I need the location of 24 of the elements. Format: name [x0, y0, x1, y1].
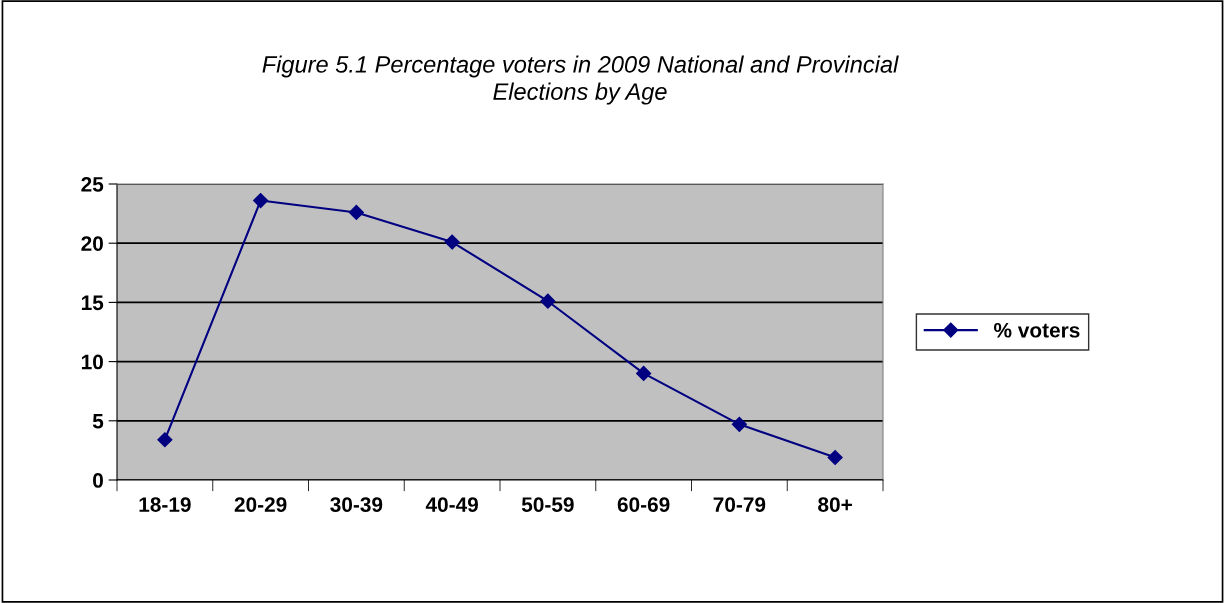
y-tick-label: 25	[81, 177, 104, 192]
x-tick-label: 40-49	[425, 497, 478, 512]
x-tick-label: 60-69	[617, 497, 670, 512]
x-tick-label: 70-79	[713, 497, 766, 512]
y-tick-label: 20	[81, 236, 103, 251]
chart-title: Figure 5.1 Percentage voters in 2009 National and Provincial Elections by Age	[262, 55, 899, 105]
point	[348, 204, 364, 220]
x-tick-label: 30-39	[330, 497, 383, 512]
y-tick-label: 15	[81, 295, 104, 311]
y-tick-label: 10	[81, 354, 103, 370]
point	[540, 293, 556, 309]
point	[444, 234, 460, 250]
y-tick-label: 5	[92, 414, 104, 429]
x-tick-label: 50-59	[521, 497, 574, 512]
point	[636, 365, 652, 382]
x-tick-label: 18-19	[139, 497, 191, 512]
x-tick-label: 80+	[818, 497, 852, 512]
point	[157, 432, 173, 448]
point	[827, 449, 843, 466]
point	[731, 416, 747, 432]
x-tick-label: 20-29	[234, 497, 287, 512]
legend-label: % voters	[994, 322, 1080, 338]
y-tick-label: 0	[93, 473, 103, 488]
point	[253, 193, 269, 209]
